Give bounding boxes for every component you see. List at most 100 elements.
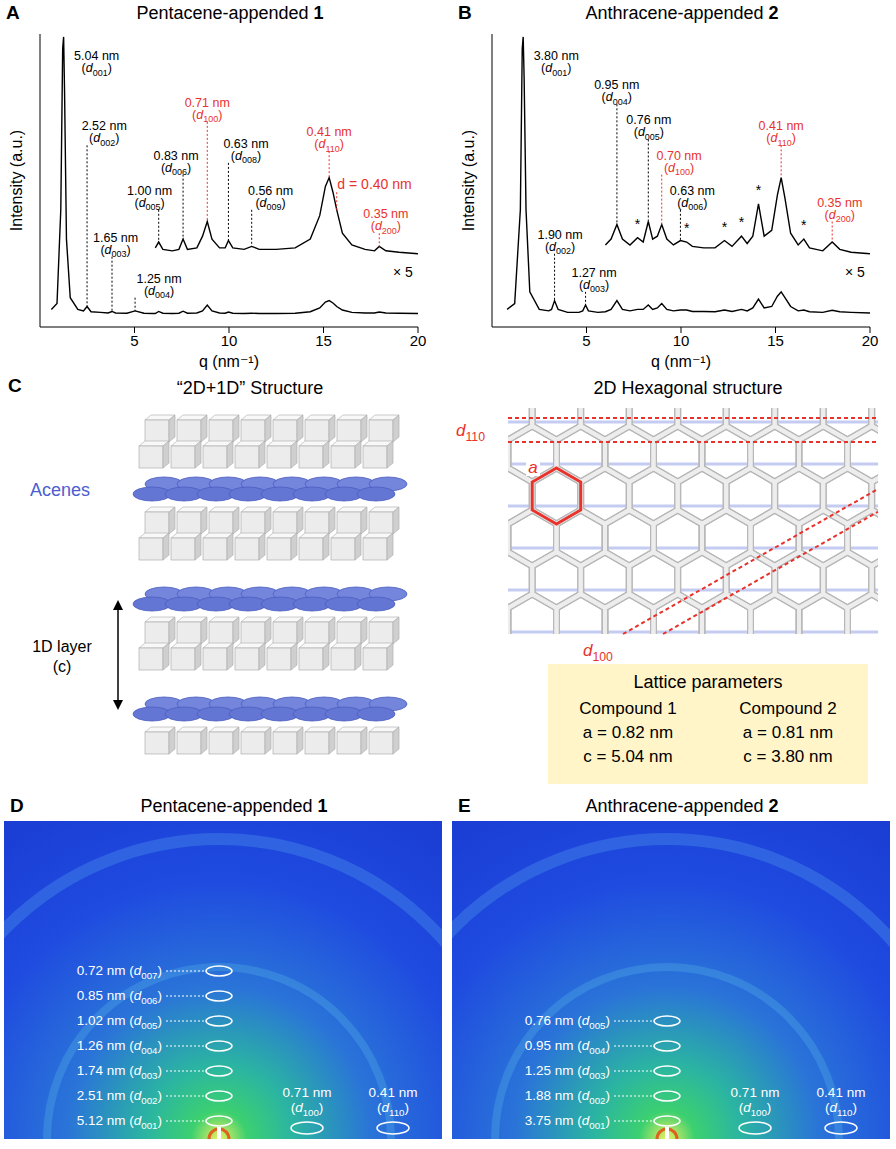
svg-text:0.35 nm: 0.35 nm <box>817 195 863 210</box>
html-text:Pentacene-appended 1: Pentacene-appended 1 <box>136 3 324 23</box>
svg-text:Compound 1: Compound 1 <box>579 699 676 718</box>
svg-text:C: C <box>8 375 22 396</box>
svg-text:0.72 nm (d007): 0.72 nm (d007) <box>77 963 162 981</box>
svg-text:Acenes: Acenes <box>30 480 90 500</box>
svg-text:q (nm⁻¹): q (nm⁻¹) <box>199 353 259 370</box>
svg-text:× 5: × 5 <box>393 264 413 280</box>
svg-text:d110: d110 <box>456 421 485 444</box>
svg-text:(c): (c) <box>53 658 72 675</box>
svg-text:*: * <box>756 182 762 198</box>
svg-text:a = 0.81 nm: a = 0.81 nm <box>743 723 833 742</box>
svg-text:(d004): (d004) <box>144 284 174 301</box>
svg-text:10: 10 <box>221 332 238 349</box>
svg-text:“2D+1D” Structure: “2D+1D” Structure <box>177 378 324 398</box>
svg-text:0.63 nm: 0.63 nm <box>669 183 715 198</box>
svg-text:15: 15 <box>315 332 332 349</box>
svg-text:0.41 nm: 0.41 nm <box>306 125 352 140</box>
svg-text:2.51 nm (d002): 2.51 nm (d002) <box>77 1088 162 1106</box>
svg-text:(d004): (d004) <box>602 90 632 107</box>
svg-text:20: 20 <box>862 332 879 349</box>
svg-text:(d005): (d005) <box>134 196 164 213</box>
svg-text:1.74 nm (d003): 1.74 nm (d003) <box>77 1063 162 1081</box>
svg-text:0.71 nm: 0.71 nm <box>283 1085 332 1100</box>
svg-text:1D layer: 1D layer <box>32 638 92 655</box>
svg-text:0.76 nm: 0.76 nm <box>626 113 672 128</box>
svg-text:d100: d100 <box>583 641 613 664</box>
html-text:Anthracene-appended 2: Anthracene-appended 2 <box>585 3 779 23</box>
html-text:A: A <box>6 2 20 23</box>
svg-text:20: 20 <box>410 332 427 349</box>
svg-text:5: 5 <box>130 332 138 349</box>
svg-text:(d002): (d002) <box>545 240 575 257</box>
svg-text:a: a <box>528 458 537 477</box>
svg-text:5.12 nm (d001): 5.12 nm (d001) <box>77 1113 162 1131</box>
svg-text:1.25 nm: 1.25 nm <box>136 271 182 286</box>
svg-text:1.00 nm: 1.00 nm <box>127 183 173 198</box>
svg-text:0.63 nm: 0.63 nm <box>223 136 269 151</box>
svg-text:(d200): (d200) <box>825 208 855 225</box>
svg-text:0.71 nm: 0.71 nm <box>731 1085 780 1100</box>
svg-text:0.95 nm: 0.95 nm <box>594 78 640 93</box>
svg-text:2.52 nm: 2.52 nm <box>81 119 127 134</box>
html-text:Pentacene-appended 1: Pentacene-appended 1 <box>140 796 328 816</box>
svg-text:d = 0.40 nm: d = 0.40 nm <box>337 176 411 192</box>
svg-text:(d006): (d006) <box>677 196 707 213</box>
svg-text:0.41 nm: 0.41 nm <box>369 1085 418 1100</box>
svg-text:*: * <box>635 216 641 232</box>
svg-text:(d005): (d005) <box>634 125 664 142</box>
svg-text:0.56 nm: 0.56 nm <box>248 183 294 198</box>
svg-text:(d100): (d100) <box>739 1100 772 1118</box>
svg-text:3.75 nm (d001): 3.75 nm (d001) <box>525 1113 610 1131</box>
svg-text:0.95 nm (d004): 0.95 nm (d004) <box>525 1038 610 1056</box>
svg-text:5: 5 <box>582 332 590 349</box>
svg-text:(d110): (d110) <box>314 137 344 154</box>
svg-text:(d100): (d100) <box>192 108 222 125</box>
svg-text:(d008): (d008) <box>231 149 261 166</box>
svg-text:(d100): (d100) <box>664 161 694 178</box>
svg-text:0.83 nm: 0.83 nm <box>153 148 199 163</box>
svg-text:(d110): (d110) <box>766 131 796 148</box>
svg-text:(d003): (d003) <box>579 278 609 295</box>
svg-text:2D Hexagonal structure: 2D Hexagonal structure <box>593 378 782 398</box>
svg-text:1.26 nm (d004): 1.26 nm (d004) <box>77 1038 162 1056</box>
svg-text:*: * <box>722 219 728 235</box>
svg-text:(d009): (d009) <box>255 196 285 213</box>
svg-text:0.41 nm: 0.41 nm <box>758 119 804 134</box>
svg-text:0.70 nm: 0.70 nm <box>656 148 702 163</box>
svg-text:*: * <box>739 214 745 230</box>
svg-text:Intensity (a.u.): Intensity (a.u.) <box>460 130 477 231</box>
svg-text:q (nm⁻¹): q (nm⁻¹) <box>651 353 711 370</box>
html-text:Anthracene-appended 2: Anthracene-appended 2 <box>585 796 779 816</box>
svg-text:(d100): (d100) <box>291 1100 324 1118</box>
svg-text:1.27 nm: 1.27 nm <box>571 265 617 280</box>
svg-text:(d110): (d110) <box>825 1100 857 1118</box>
svg-text:*: * <box>801 217 807 233</box>
svg-text:10: 10 <box>673 332 690 349</box>
svg-text:(d002): (d002) <box>89 131 119 148</box>
svg-text:(d001): (d001) <box>541 61 571 78</box>
svg-text:(d001): (d001) <box>82 61 112 78</box>
svg-text:15: 15 <box>767 332 784 349</box>
svg-text:1.88 nm (d002): 1.88 nm (d002) <box>525 1088 610 1106</box>
svg-text:Compound 2: Compound 2 <box>739 699 836 718</box>
svg-text:(d200): (d200) <box>371 219 401 236</box>
svg-text:(d110): (d110) <box>377 1100 409 1118</box>
svg-text:*: * <box>684 220 690 236</box>
svg-text:(d003): (d003) <box>100 243 130 260</box>
svg-text:1.90 nm: 1.90 nm <box>537 227 583 242</box>
svg-text:c = 3.80 nm: c = 3.80 nm <box>743 747 832 766</box>
svg-text:Intensity (a.u.): Intensity (a.u.) <box>8 130 25 231</box>
svg-text:0.41 nm: 0.41 nm <box>817 1085 866 1100</box>
svg-text:0.71 nm: 0.71 nm <box>184 95 230 110</box>
svg-text:0.85 nm (d006): 0.85 nm (d006) <box>77 988 162 1006</box>
svg-text:c = 5.04 nm: c = 5.04 nm <box>583 747 672 766</box>
svg-text:1.65 nm: 1.65 nm <box>93 230 139 245</box>
svg-text:1.02 nm (d005): 1.02 nm (d005) <box>77 1013 162 1031</box>
svg-text:(d006): (d006) <box>161 161 191 178</box>
svg-text:a = 0.82 nm: a = 0.82 nm <box>583 723 673 742</box>
svg-text:0.35 nm: 0.35 nm <box>363 207 409 222</box>
svg-text:1.25 nm (d003): 1.25 nm (d003) <box>525 1063 610 1081</box>
svg-text:0.76 nm (d005): 0.76 nm (d005) <box>525 1013 610 1031</box>
svg-text:× 5: × 5 <box>845 264 865 280</box>
svg-text:Lattice parameters: Lattice parameters <box>633 672 782 692</box>
